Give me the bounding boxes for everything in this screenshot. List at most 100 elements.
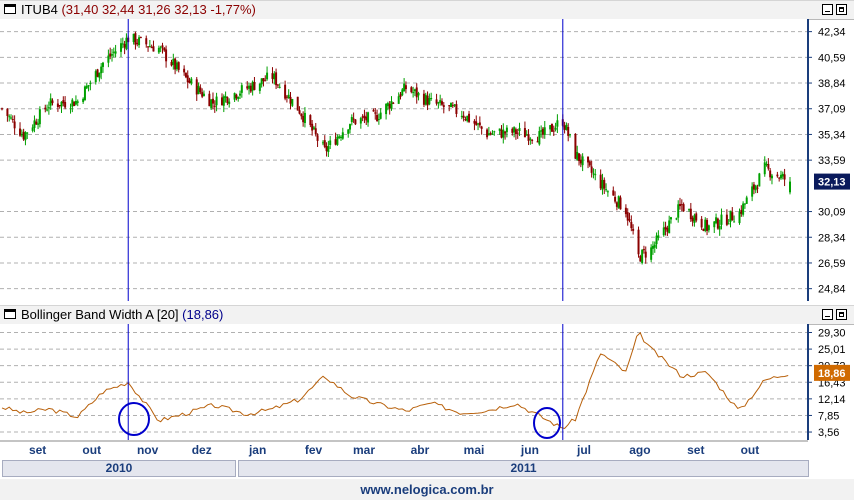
candle-body bbox=[197, 85, 200, 94]
price-chart[interactable]: 42,34 40,59 38,84 37,09 35,34 33,59 30,09 28,34… bbox=[0, 19, 854, 303]
candle-body bbox=[188, 80, 191, 83]
candle-body bbox=[340, 136, 343, 138]
candle-body bbox=[473, 120, 476, 124]
candle bbox=[776, 171, 779, 178]
candle bbox=[442, 102, 445, 114]
candle-body bbox=[311, 123, 314, 131]
candle bbox=[340, 135, 343, 141]
minimize-button[interactable] bbox=[822, 309, 833, 320]
minimize-button[interactable] bbox=[822, 4, 833, 15]
candle bbox=[26, 132, 29, 139]
candle-body bbox=[11, 119, 14, 121]
candle bbox=[71, 98, 74, 113]
candle-body bbox=[689, 208, 692, 220]
candle-body bbox=[614, 196, 617, 202]
candle-body bbox=[493, 131, 496, 133]
candle-body bbox=[731, 212, 734, 221]
candle-body bbox=[727, 223, 730, 225]
maximize-button[interactable] bbox=[836, 309, 847, 320]
candle-body bbox=[756, 187, 759, 189]
candle bbox=[778, 176, 781, 182]
price-panel-header: ITUB4 (31,40 32,44 31,26 32,13 -1,77%) bbox=[0, 0, 854, 20]
x-month-label: dez bbox=[192, 443, 212, 457]
candle-body bbox=[428, 98, 431, 105]
candle bbox=[258, 83, 261, 94]
candle-body bbox=[361, 116, 364, 118]
year-label-2011: 2011 bbox=[510, 461, 537, 475]
candle bbox=[751, 182, 754, 202]
candle bbox=[197, 82, 200, 95]
candle bbox=[44, 104, 47, 113]
candle bbox=[147, 46, 150, 52]
window-icon[interactable] bbox=[4, 309, 16, 319]
candle-body bbox=[262, 78, 265, 82]
candle bbox=[284, 80, 287, 101]
candle bbox=[464, 116, 467, 122]
candle bbox=[336, 134, 339, 146]
window-icon[interactable] bbox=[4, 4, 16, 14]
current-price-label: 32,13 bbox=[818, 177, 846, 189]
candle bbox=[543, 121, 546, 139]
x-month-label: abr bbox=[411, 443, 430, 457]
x-month-label: out bbox=[741, 443, 760, 457]
candle-body bbox=[754, 185, 757, 191]
y-tick-label: 7,85 bbox=[818, 410, 839, 422]
candle-body bbox=[601, 179, 604, 190]
candle bbox=[639, 254, 642, 262]
candle-body bbox=[770, 175, 773, 179]
candle-body bbox=[374, 112, 377, 114]
candle-body bbox=[502, 129, 505, 138]
candle-body bbox=[8, 116, 11, 118]
candle bbox=[567, 123, 570, 142]
candle bbox=[327, 140, 330, 157]
candle-body bbox=[590, 166, 593, 173]
candle bbox=[489, 131, 492, 136]
candle-body bbox=[675, 218, 678, 220]
candle bbox=[449, 102, 452, 108]
candle bbox=[309, 114, 312, 128]
candle bbox=[24, 131, 27, 146]
candle bbox=[273, 71, 276, 85]
candle-body bbox=[74, 100, 77, 105]
candle bbox=[341, 127, 344, 140]
candle-body bbox=[716, 218, 719, 229]
candle-body bbox=[783, 174, 786, 180]
symbol-name: ITUB4 bbox=[21, 2, 58, 17]
candle bbox=[6, 108, 9, 122]
candle-body bbox=[213, 105, 216, 107]
y-tick-label: 28,34 bbox=[818, 232, 846, 244]
candle-body bbox=[525, 134, 528, 136]
candle bbox=[601, 173, 604, 195]
indicator-value: (18,86) bbox=[182, 307, 224, 322]
candle-body bbox=[615, 202, 618, 207]
candle-body bbox=[713, 221, 716, 228]
bbw-chart[interactable]: 29,3025,0120,7216,4312,147,853,5618,86se… bbox=[0, 324, 854, 460]
candle-body bbox=[413, 89, 416, 92]
maximize-button[interactable] bbox=[836, 4, 847, 15]
y-tick-label: 33,59 bbox=[818, 155, 846, 167]
candle bbox=[199, 84, 202, 95]
price-panel-title: ITUB4 (31,40 32,44 31,26 32,13 -1,77%) bbox=[21, 2, 256, 17]
y-tick-label: 35,34 bbox=[818, 129, 846, 141]
candle-body bbox=[303, 112, 306, 124]
candle-body bbox=[765, 163, 768, 165]
candle-body bbox=[511, 128, 514, 133]
candle-body bbox=[567, 126, 570, 136]
candle bbox=[642, 245, 645, 254]
y-tick-label: 38,84 bbox=[818, 78, 846, 90]
candle bbox=[347, 128, 350, 138]
candle bbox=[706, 218, 709, 236]
candle-body bbox=[273, 73, 276, 80]
candle-body bbox=[440, 101, 443, 105]
candle bbox=[213, 100, 216, 113]
footer-url[interactable]: www.nelogica.com.br bbox=[0, 479, 854, 500]
candle-body bbox=[498, 128, 501, 131]
candle-body bbox=[121, 43, 124, 45]
candle bbox=[605, 183, 608, 192]
year-bar-2010: 2010 bbox=[2, 460, 236, 477]
candle-body bbox=[632, 228, 635, 231]
candle-body bbox=[62, 100, 65, 104]
candle bbox=[110, 48, 113, 62]
candle-body bbox=[651, 245, 654, 249]
candle-body bbox=[669, 217, 672, 220]
